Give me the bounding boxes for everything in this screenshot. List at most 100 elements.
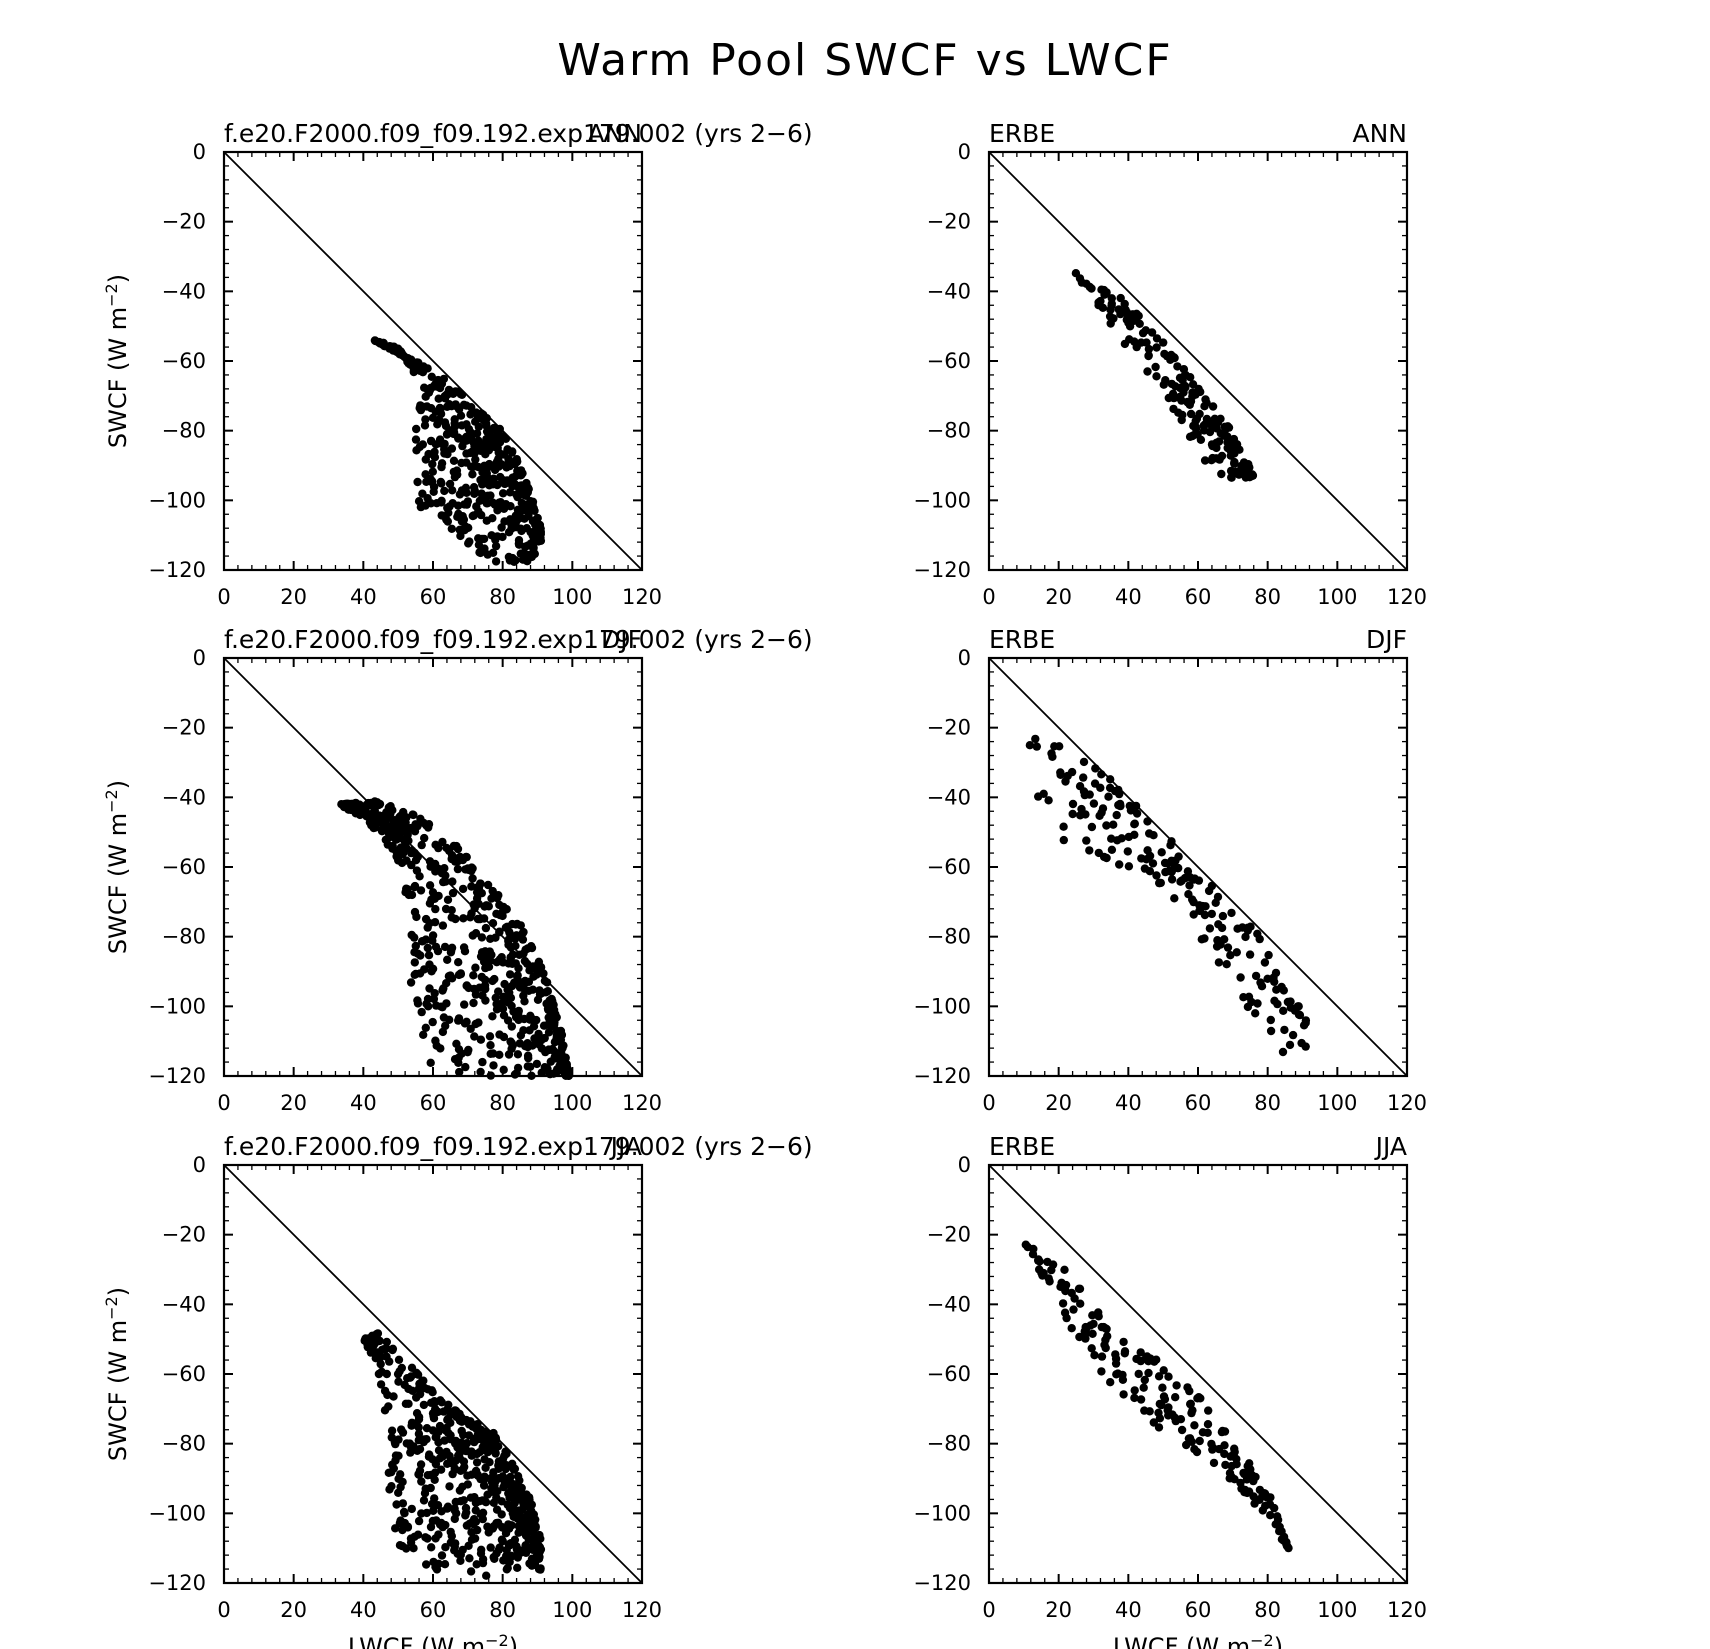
x-tick-label: 100 — [552, 1598, 592, 1622]
scatter-point — [454, 501, 463, 510]
scatter-point — [513, 1063, 523, 1073]
scatter-point — [382, 1337, 391, 1347]
scatter-point — [530, 549, 539, 559]
scatter-point — [487, 1473, 496, 1482]
scatter-point — [1198, 901, 1207, 911]
scatter-point — [413, 999, 423, 1008]
scatter-point — [420, 833, 429, 843]
scatter-point — [471, 455, 480, 464]
scatter-point — [495, 900, 504, 910]
scatter-point — [1097, 770, 1106, 779]
scatter-point — [499, 1065, 508, 1075]
scatter-point — [461, 483, 471, 492]
scatter-point — [1098, 804, 1108, 813]
panel-left-label: ERBE — [989, 625, 1055, 654]
scatter-point — [425, 919, 434, 928]
scatter-point — [1149, 831, 1158, 840]
scatter-point — [426, 1058, 435, 1068]
scatter-point — [1096, 783, 1105, 792]
scatter-point — [411, 435, 421, 444]
scatter-point — [1124, 832, 1134, 842]
x-tick-label: 0 — [982, 585, 995, 609]
scatter-point — [1167, 875, 1177, 884]
scatter-point — [1226, 951, 1235, 960]
scatter-point — [440, 1436, 449, 1445]
scatter-point — [424, 951, 434, 960]
scatter-point — [421, 470, 430, 479]
scatter-point — [512, 455, 521, 464]
scatter-panel-3: 0 20 40 60 80 100 120 0 −20 −40 −60 −80 −100 −120 f.e2… — [102, 625, 813, 1115]
scatter-point — [1109, 820, 1118, 829]
scatter-point — [515, 1039, 525, 1048]
scatter-point — [421, 1023, 430, 1032]
scatter-point — [1076, 1299, 1085, 1308]
scatter-point — [546, 1057, 555, 1066]
scatter-point — [410, 1532, 419, 1542]
scatter-point — [473, 1525, 482, 1535]
panel-right-label: JJA — [609, 1132, 642, 1161]
scatter-point — [496, 472, 505, 482]
scatter-point — [474, 436, 483, 445]
scatter-point — [526, 539, 535, 548]
scatter-point — [1058, 1299, 1068, 1308]
scatter-point — [474, 540, 484, 549]
scatter-point — [450, 1464, 459, 1473]
scatter-point — [402, 353, 411, 363]
scatter-point — [440, 449, 449, 458]
scatter-point — [1177, 396, 1186, 405]
scatter-point — [398, 1499, 408, 1508]
scatter-point — [441, 1520, 450, 1530]
scatter-point — [486, 462, 495, 471]
scatter-point — [403, 830, 412, 839]
y-tick-label: −20 — [927, 210, 971, 234]
scatter-point — [411, 820, 420, 829]
scatter-point — [1152, 334, 1162, 343]
scatter-point — [448, 486, 457, 495]
scatter-point — [427, 372, 436, 381]
x-tick-label: 20 — [280, 1598, 307, 1622]
scatter-point — [376, 1380, 386, 1389]
scatter-point — [1188, 1406, 1197, 1415]
scatter-point — [430, 1398, 439, 1407]
scatter-point — [469, 971, 478, 980]
scatter-point — [1107, 834, 1116, 843]
scatter-point — [1205, 419, 1214, 429]
scatter-point — [1195, 1436, 1204, 1446]
x-tick-label: 120 — [1387, 1091, 1427, 1115]
scatter-point — [543, 1064, 552, 1074]
scatter-point — [1152, 1355, 1161, 1364]
scatter-point — [407, 930, 416, 940]
scatter-point — [1151, 362, 1160, 372]
scatter-point — [446, 1418, 455, 1428]
scatter-point — [414, 1516, 424, 1526]
scatter-point — [1174, 408, 1183, 417]
scatter-point — [430, 447, 439, 457]
scatter-point — [535, 986, 544, 995]
x-tick-label: 20 — [1045, 1091, 1072, 1115]
y-tick-label: −60 — [162, 1362, 206, 1386]
scatter-point — [417, 840, 426, 850]
x-tick-label: 80 — [1254, 1091, 1281, 1115]
scatter-point — [1075, 1332, 1084, 1342]
x-tick-label: 40 — [350, 1598, 377, 1622]
y-tick-label: −120 — [148, 1571, 206, 1595]
y-tick-label: 0 — [193, 646, 206, 670]
x-tick-label: 120 — [1387, 1598, 1427, 1622]
scatter-point — [1214, 958, 1224, 967]
scatter-point — [399, 807, 408, 817]
x-tick-label: 120 — [622, 1091, 662, 1115]
scatter-point — [512, 931, 521, 940]
scatter-point — [373, 798, 382, 807]
scatter-point — [387, 1426, 397, 1435]
scatter-point — [485, 1032, 495, 1041]
scatter-point — [474, 1435, 483, 1444]
scatter-point — [515, 1526, 525, 1535]
scatter-point — [417, 1477, 426, 1486]
scatter-point — [1102, 853, 1111, 863]
scatter-point — [1152, 343, 1161, 352]
scatter-point — [449, 456, 459, 465]
scatter-point — [468, 874, 477, 883]
scatter-point — [1034, 792, 1043, 801]
x-tick-label: 100 — [1317, 1598, 1357, 1622]
scatter-point — [523, 1051, 533, 1060]
